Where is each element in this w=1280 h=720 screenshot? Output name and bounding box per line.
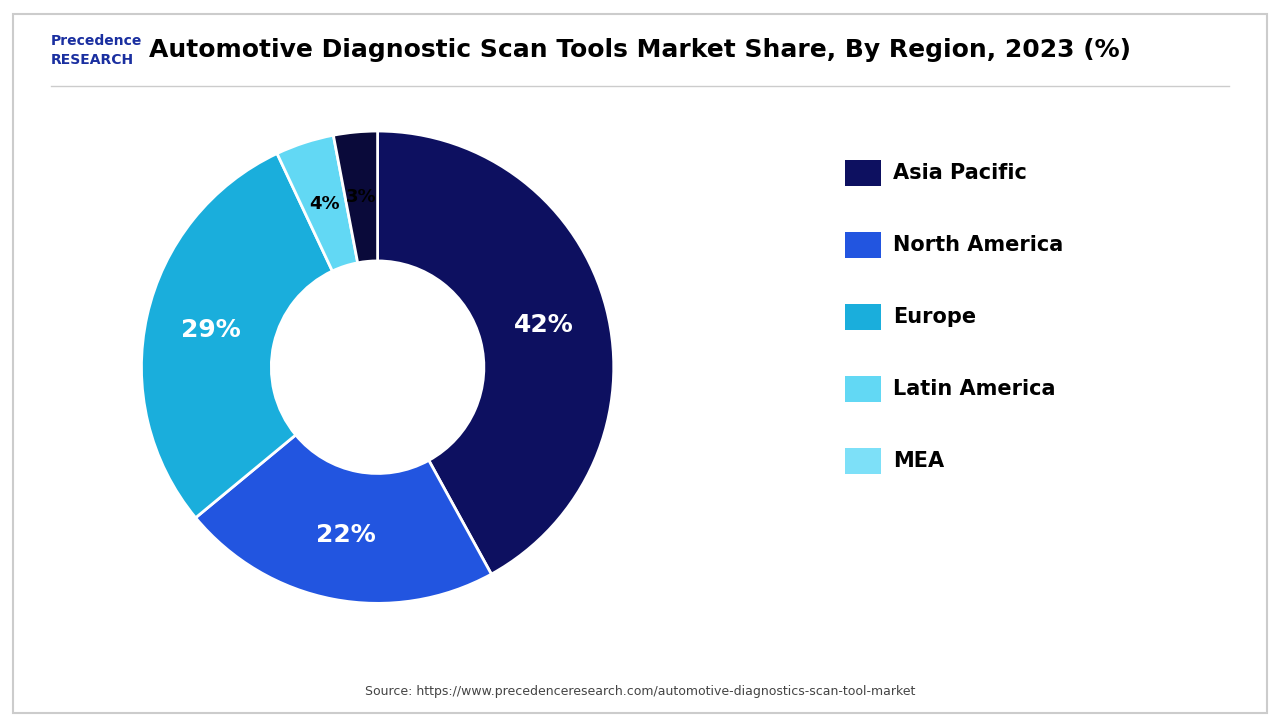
Wedge shape <box>196 435 492 603</box>
Text: 4%: 4% <box>310 195 340 213</box>
Wedge shape <box>378 131 613 574</box>
Text: 42%: 42% <box>513 312 573 337</box>
Text: 3%: 3% <box>346 188 376 206</box>
Text: Europe: Europe <box>893 307 977 327</box>
Text: Automotive Diagnostic Scan Tools Market Share, By Region, 2023 (%): Automotive Diagnostic Scan Tools Market … <box>148 38 1132 63</box>
Text: MEA: MEA <box>893 451 945 471</box>
Wedge shape <box>276 135 357 271</box>
Text: Latin America: Latin America <box>893 379 1056 399</box>
Text: Source: https://www.precedenceresearch.com/automotive-diagnostics-scan-tool-mark: Source: https://www.precedenceresearch.c… <box>365 685 915 698</box>
Text: North America: North America <box>893 235 1064 255</box>
Text: 29%: 29% <box>180 318 241 342</box>
Text: 22%: 22% <box>316 523 375 547</box>
Wedge shape <box>333 131 378 263</box>
Text: Precedence
RESEARCH: Precedence RESEARCH <box>51 34 142 67</box>
Wedge shape <box>142 153 333 518</box>
Text: Asia Pacific: Asia Pacific <box>893 163 1028 183</box>
